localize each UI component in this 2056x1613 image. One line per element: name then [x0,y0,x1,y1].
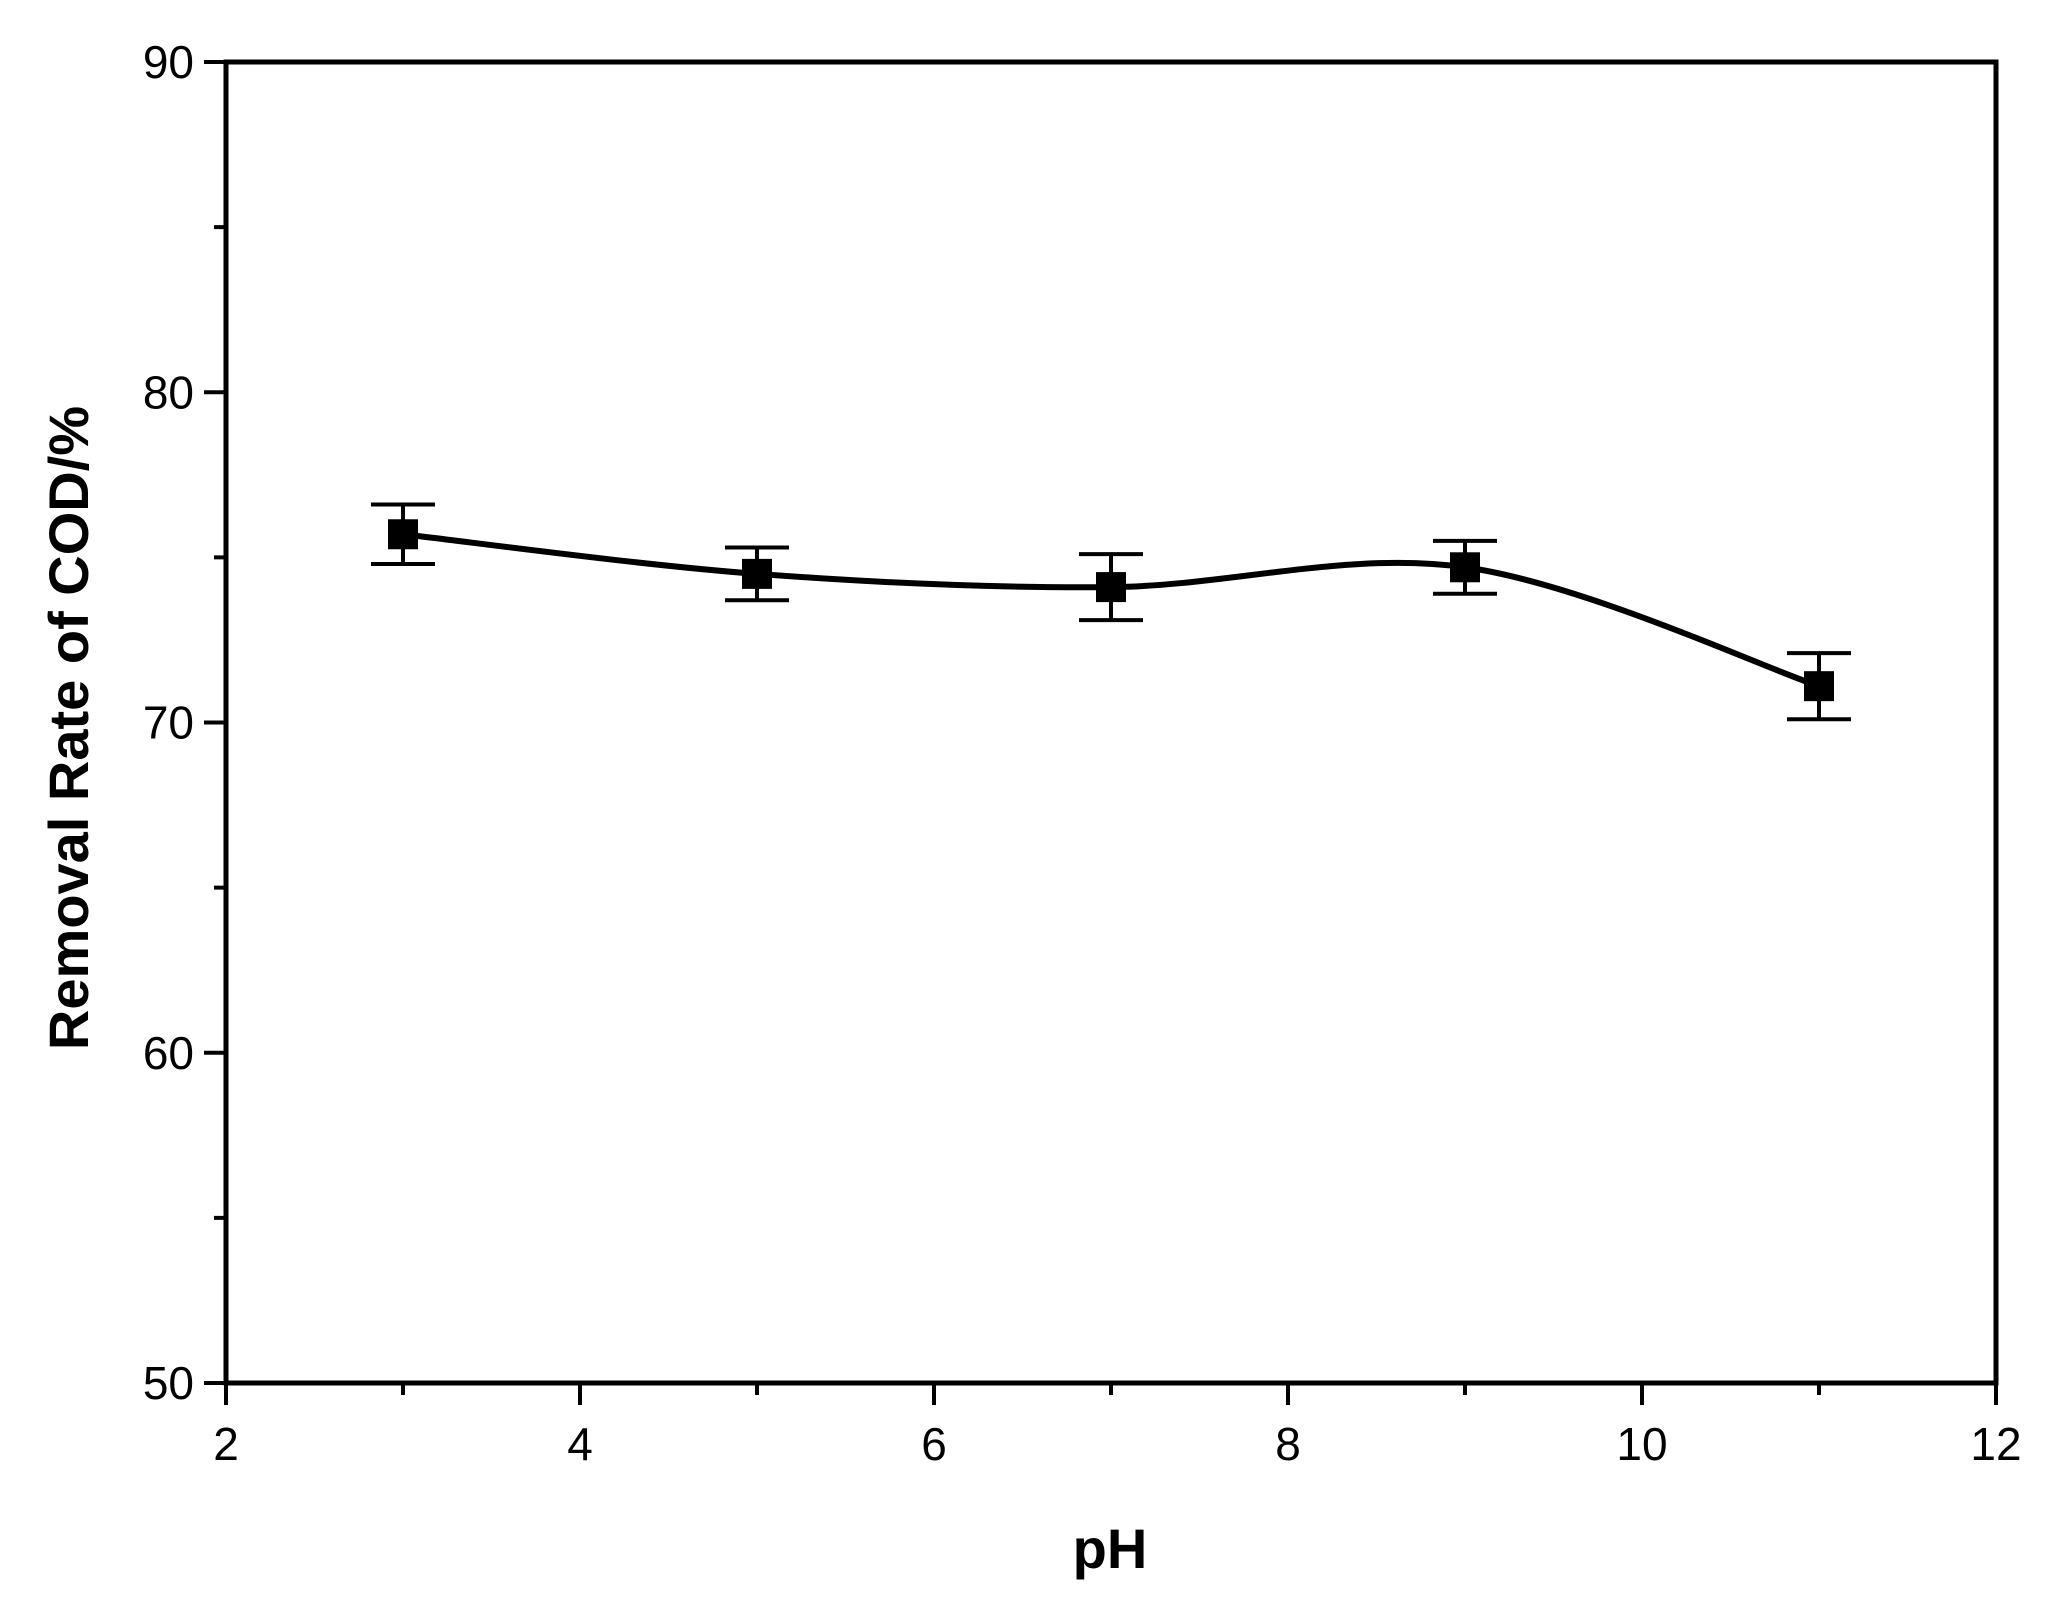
data-point-9 [1450,552,1480,583]
x-tick-label-4: 4 [567,1418,593,1470]
y-tick-label-50: 50 [143,1357,194,1409]
data-point-7 [1096,572,1126,603]
y-tick-label-80: 80 [143,366,194,418]
data-point-11 [1804,671,1834,702]
data-point-5 [742,558,772,589]
x-tick-label-2: 2 [213,1418,239,1470]
y-tick-label-60: 60 [143,1027,194,1079]
data-point-3 [388,519,418,550]
x-tick-label-6: 6 [921,1418,947,1470]
y-axis-title: Removal Rate of COD/% [37,406,100,1050]
x-tick-label-12: 12 [1970,1418,2021,1470]
axes-layer: 2 4 6 8 10 12 50 60 70 80 90 [143,36,2022,1470]
y-tick-label-70: 70 [143,697,194,749]
y-tick-label-90: 90 [143,36,194,88]
series-layer [371,502,1851,722]
x-tick-label-10: 10 [1616,1418,1667,1470]
plot-frame [223,59,1999,1386]
x-tick-label-8: 8 [1275,1418,1301,1470]
x-axis-title: pH [1073,1517,1148,1580]
